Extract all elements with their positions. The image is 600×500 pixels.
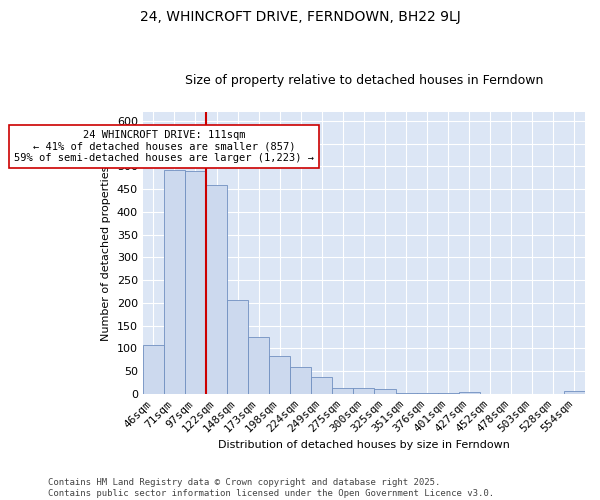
Bar (164, 170, 185, 394)
Bar (564, 391, 585, 394)
Bar (395, 392, 416, 394)
Text: 24, WHINCROFT DRIVE, FERNDOWN, BH22 9LJ: 24, WHINCROFT DRIVE, FERNDOWN, BH22 9LJ (140, 10, 460, 24)
Bar (248, 338, 269, 394)
Bar (416, 392, 437, 394)
Y-axis label: Number of detached properties: Number of detached properties (101, 165, 112, 340)
Title: Size of property relative to detached houses in Ferndown: Size of property relative to detached ho… (185, 74, 543, 87)
Bar (143, 345, 164, 394)
Bar (269, 356, 290, 394)
Bar (185, 171, 206, 394)
Bar (206, 184, 227, 394)
Bar (311, 376, 332, 394)
Text: Contains HM Land Registry data © Crown copyright and database right 2025.
Contai: Contains HM Land Registry data © Crown c… (48, 478, 494, 498)
X-axis label: Distribution of detached houses by size in Ferndown: Distribution of detached houses by size … (218, 440, 510, 450)
Bar (353, 388, 374, 394)
Bar (227, 300, 248, 394)
Bar (458, 392, 480, 394)
Bar (374, 389, 395, 394)
Text: 24 WHINCROFT DRIVE: 111sqm
← 41% of detached houses are smaller (857)
59% of sem: 24 WHINCROFT DRIVE: 111sqm ← 41% of deta… (14, 130, 314, 163)
Bar (437, 392, 458, 394)
Bar (332, 388, 353, 394)
Bar (290, 368, 311, 394)
